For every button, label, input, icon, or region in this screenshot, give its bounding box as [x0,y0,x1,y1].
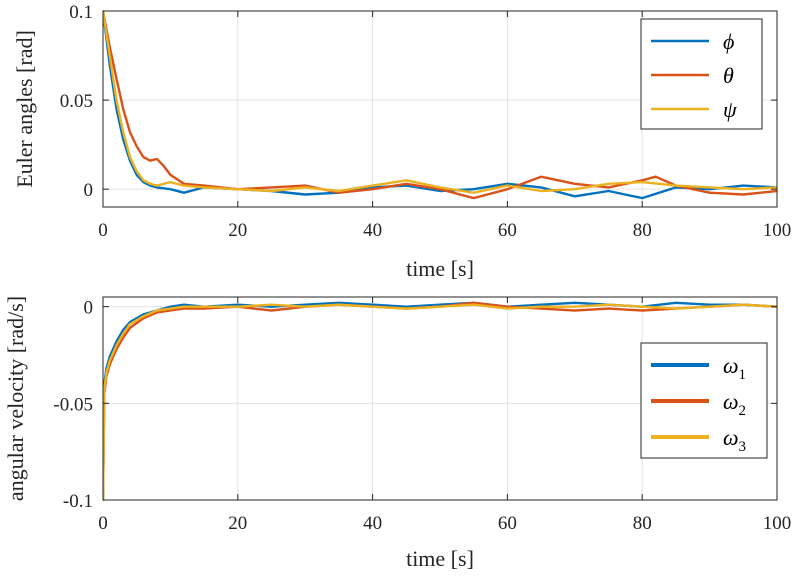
y-tick-label: 0 [84,180,94,201]
x-tick-label: 80 [633,513,652,534]
y-tick-label: -0.1 [63,491,93,512]
series-line-2 [103,10,777,200]
legend: ϕθψ [640,18,763,130]
series-group [103,301,777,501]
x-tick-label: 80 [633,220,652,241]
y-tick-label: 0.1 [69,2,93,23]
x-axis-label: time [s] [406,256,474,281]
y-tick-label: -0.05 [53,394,93,415]
x-tick-label: 60 [498,220,517,241]
axes-frame [102,296,778,501]
legend-label-2: θ [723,63,734,88]
x-tick-label: 20 [228,513,247,534]
series-line-1 [103,10,777,200]
series-line-3 [103,10,777,194]
series-line-3 [103,303,777,501]
y-axis-label: angular velocity [rad/s] [3,296,28,501]
x-tick-label: 40 [363,513,382,534]
x-axis-label: time [s] [406,546,474,571]
chart-2: 0 20 40 60 80 100 0 -0.05 -0.1 time [s] angular ve… [3,296,791,571]
y-axis-label: Euler angles [rad] [12,30,37,188]
y-tick-label: 0.05 [60,91,93,112]
x-tick-label: 0 [98,220,108,241]
legend-subscript: 3 [739,439,747,455]
x-tick-label: 100 [763,220,792,241]
x-tick-label: 0 [98,513,108,534]
x-tick-label: 60 [498,513,517,534]
chart-1: 0 20 40 60 80 100 0 0.05 0.1 time [s] Euler angles… [12,2,791,281]
legend-label-3: ψ [723,97,737,122]
legend-subscript: 2 [739,403,747,419]
y-tick-label: 0 [84,298,94,319]
legend-subscript: 1 [739,367,747,383]
x-tick-label: 100 [763,513,792,534]
axes-frame [102,10,778,208]
x-tick-label: 20 [228,220,247,241]
legend-label-1: ϕ [723,29,734,54]
series-group [103,10,777,200]
x-tick-label: 40 [363,220,382,241]
